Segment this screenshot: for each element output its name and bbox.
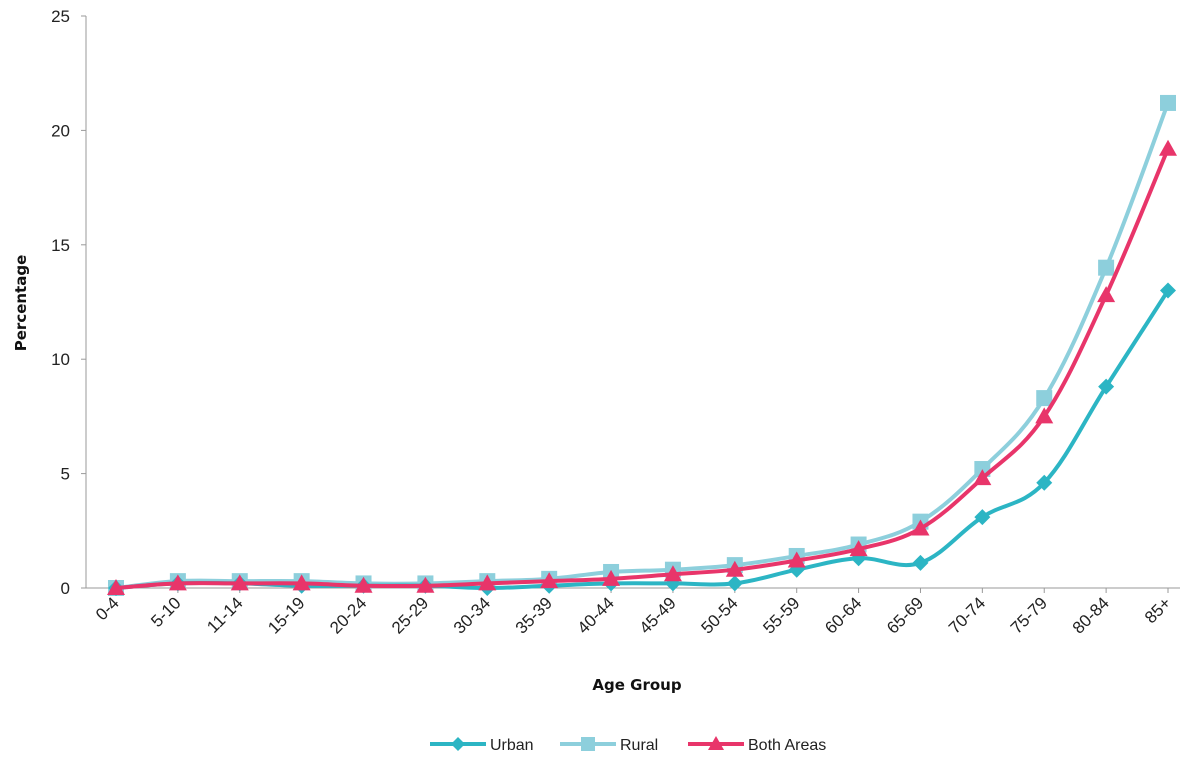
legend-item: Rural: [560, 737, 658, 754]
x-tick-label: 5-10: [147, 593, 184, 630]
y-axis-title: Percentage: [12, 255, 30, 352]
data-point-triangle: [416, 576, 435, 593]
axes: [81, 15, 1180, 593]
series-both-areas: [107, 139, 1177, 595]
series-line: [115, 102, 1170, 590]
data-point-triangle: [107, 579, 125, 595]
x-tick-label: 15-19: [264, 593, 308, 637]
y-tick-label: 20: [51, 121, 70, 140]
x-tick-label: 80-84: [1069, 593, 1113, 637]
x-tick-label: 65-69: [883, 593, 927, 637]
legend-item: Both Areas: [688, 736, 826, 754]
series-line: [115, 147, 1170, 590]
data-point-triangle: [168, 574, 187, 591]
x-tick-label: 30-34: [450, 593, 494, 637]
x-tick-label: 75-79: [1007, 593, 1051, 637]
x-tick-label: 0-4: [92, 593, 123, 624]
data-point-triangle: [911, 519, 930, 536]
y-tick-label: 0: [61, 579, 70, 598]
x-axis-title: Age Group: [592, 676, 681, 694]
data-point-triangle: [849, 540, 868, 557]
data-point-triangle: [354, 576, 373, 593]
data-point-diamond: [974, 509, 991, 526]
x-tick-label: 85+: [1141, 593, 1175, 627]
data-point-triangle: [230, 574, 249, 591]
x-tick-labels: 0-4 5-10 11-14 15-19 20-24 25-29 30-34 35-39 40-…: [92, 593, 1175, 637]
series-urban: [108, 282, 1176, 596]
y-tick-label: 15: [51, 236, 70, 255]
data-point-triangle: [725, 560, 744, 577]
data-point-diamond: [912, 554, 929, 571]
series-rural: [108, 94, 1176, 596]
data-point-triangle: [1159, 139, 1177, 156]
data-point-square: [581, 737, 595, 751]
data-point-triangle: [292, 574, 311, 591]
y-tick-label: 5: [61, 465, 70, 484]
legend-label: Urban: [490, 737, 534, 754]
data-point-diamond: [1160, 282, 1176, 299]
data-point-diamond: [1098, 378, 1115, 395]
x-tick-label: 35-39: [512, 593, 556, 637]
x-tick-label: 20-24: [326, 593, 370, 637]
data-point-triangle: [540, 572, 559, 589]
x-tick-label: 11-14: [203, 593, 246, 636]
data-point-triangle: [787, 551, 806, 568]
series-lines: [107, 94, 1177, 596]
legend-item: Urban: [430, 737, 534, 754]
data-point-triangle: [1097, 286, 1116, 303]
y-tick-labels: 0 5 10 15 20 25: [51, 7, 70, 598]
data-point-diamond: [1036, 474, 1053, 491]
x-tick-label: 55-59: [759, 593, 803, 637]
data-point-triangle: [602, 569, 621, 586]
data-point-triangle: [1035, 407, 1054, 424]
data-point-square: [1160, 94, 1176, 111]
data-point-square: [1036, 390, 1053, 407]
legend-label: Both Areas: [748, 737, 826, 754]
x-tick-label: 45-49: [636, 593, 680, 637]
data-point-triangle: [663, 565, 682, 582]
x-tick-label: 25-29: [388, 593, 432, 637]
data-point-triangle: [478, 574, 497, 591]
x-tick-label: 60-64: [821, 593, 865, 637]
data-point-diamond: [451, 737, 465, 751]
data-point-triangle: [973, 469, 992, 486]
x-tick-label: 40-44: [574, 593, 618, 637]
y-tick-label: 25: [51, 7, 70, 26]
y-tick-label: 10: [51, 350, 70, 369]
x-tick-label: 70-74: [945, 593, 989, 637]
legend-label: Rural: [620, 737, 658, 754]
data-point-triangle: [708, 736, 724, 750]
data-point-diamond: [726, 575, 743, 592]
legend: Urban Rural Both Areas: [430, 736, 826, 754]
x-tick-label: 50-54: [697, 593, 741, 637]
data-point-square: [1098, 259, 1115, 276]
